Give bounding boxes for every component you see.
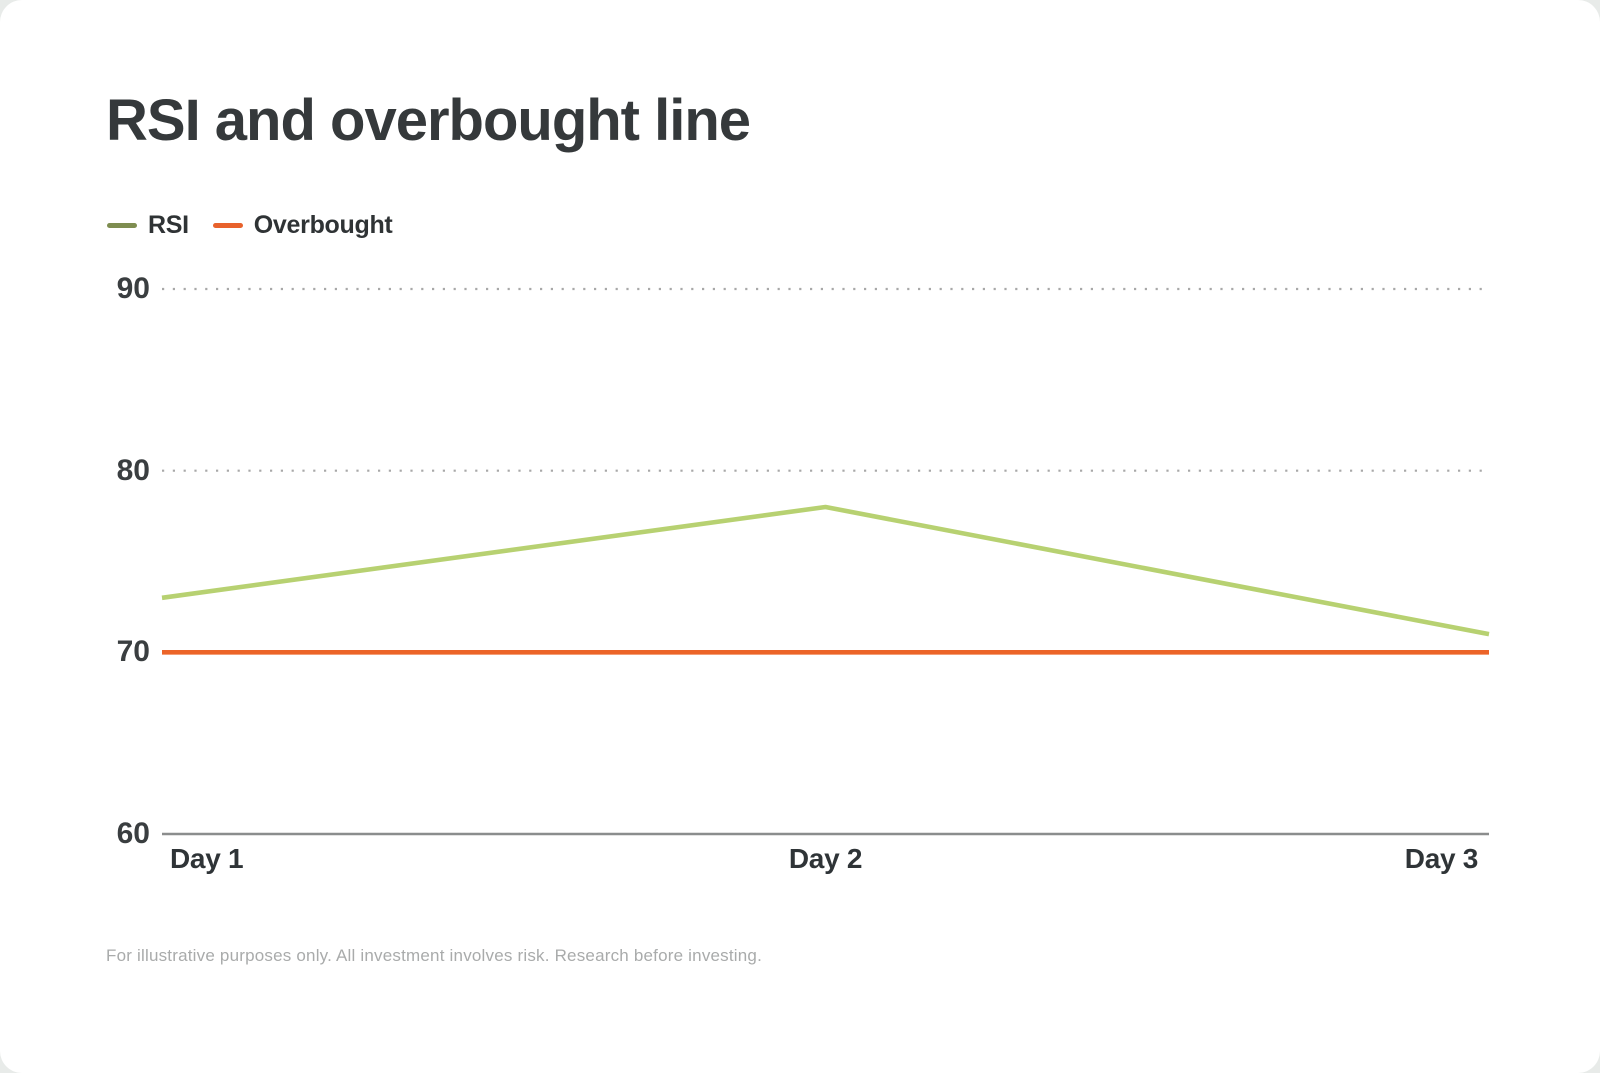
rsi-line: [161, 504, 1490, 637]
y-axis-tick-label-60: 60: [116, 817, 150, 850]
x-axis-label-3: Day 3: [1404, 843, 1479, 874]
rsi-line-swatch-icon: [107, 223, 137, 228]
legend-item-rsi: RSI: [107, 211, 189, 240]
y-axis-tick-label-90: 90: [116, 272, 150, 305]
disclaimer-text: For illustrative purposes only. All inve…: [106, 946, 763, 965]
chart-title: RSI and overbought line: [106, 88, 751, 153]
legend: RSI Overbought: [107, 211, 393, 240]
y-axis-tick-label-80: 80: [116, 453, 150, 487]
x-axis-label-1: Day 1: [170, 843, 244, 874]
legend-label-overbought: Overbought: [253, 211, 393, 239]
legend-item-overbought: Overbought: [212, 211, 393, 240]
y-axis-tick-label-70: 70: [116, 635, 150, 669]
x-axis-label-2: Day 2: [788, 843, 863, 874]
overbought-line-swatch-icon: [212, 223, 243, 228]
legend-label-rsi: RSI: [148, 211, 189, 239]
